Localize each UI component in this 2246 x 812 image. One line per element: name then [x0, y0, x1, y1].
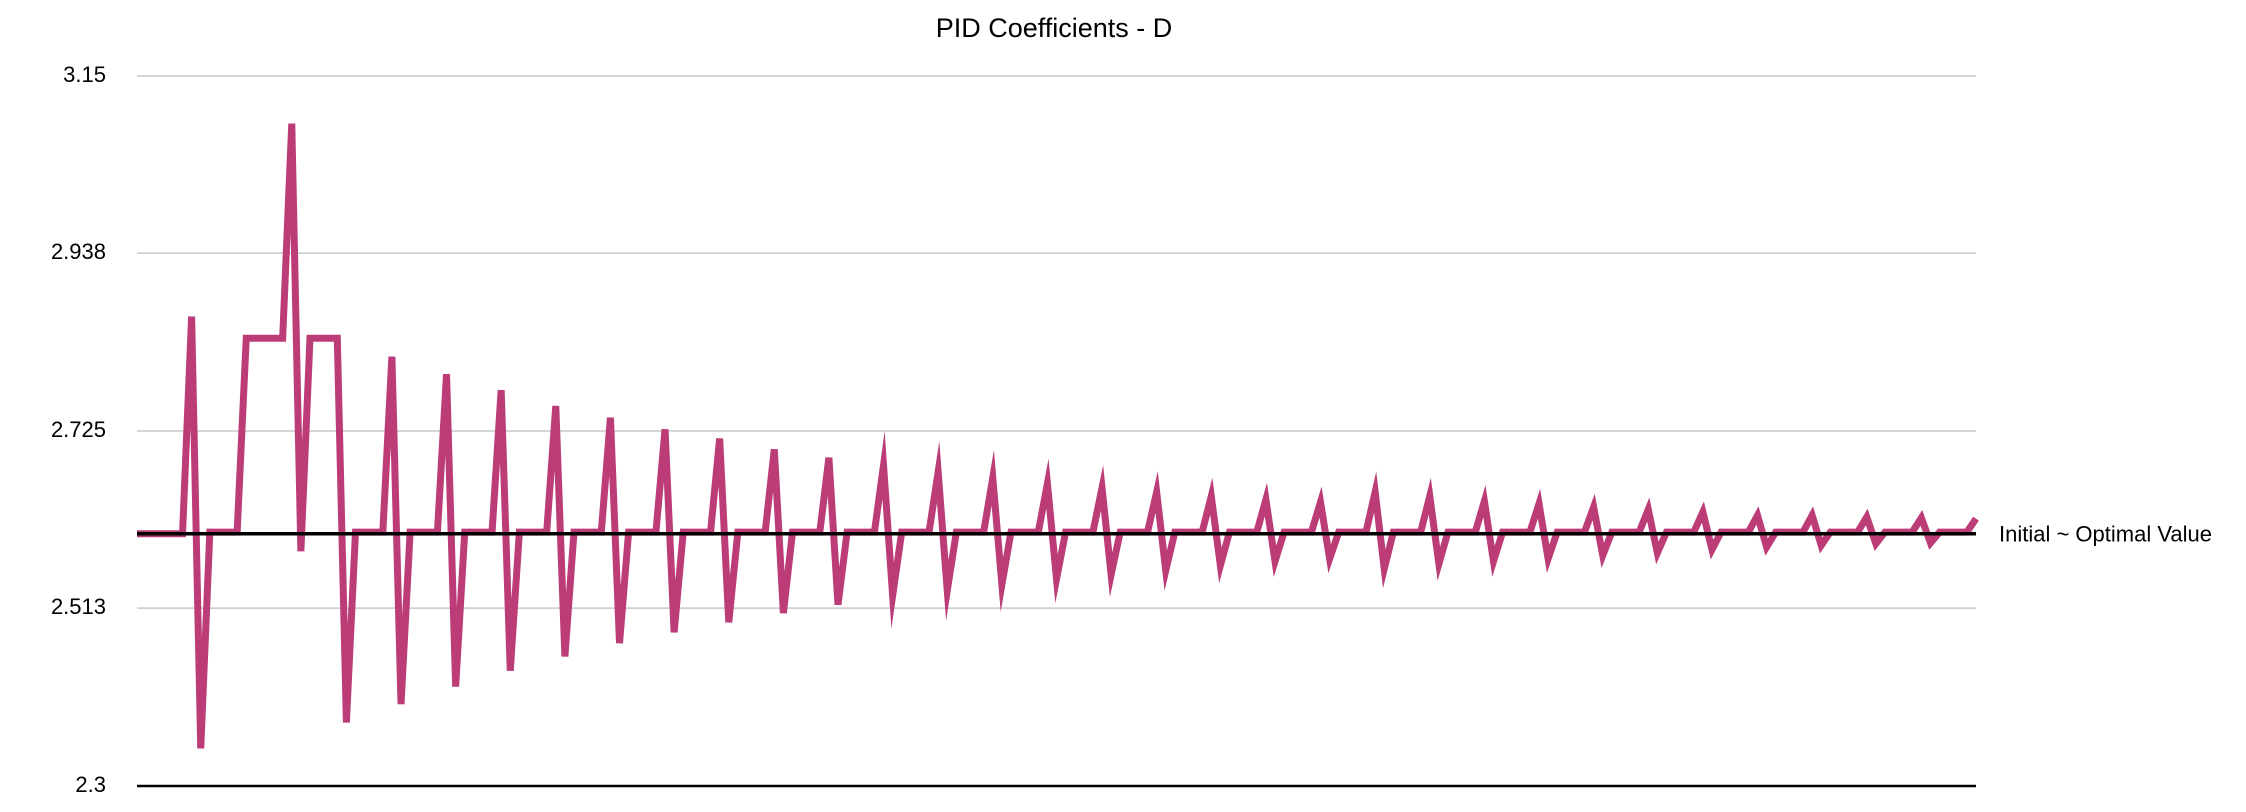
data-line — [137, 123, 1979, 749]
y-tick-label: 2.3 — [75, 772, 106, 797]
y-tick-label: 3.15 — [63, 62, 106, 87]
y-tick-label: 2.938 — [51, 239, 106, 264]
reference-label: Initial ~ Optimal Value — [1999, 522, 2212, 547]
y-tick-label: 2.513 — [51, 594, 106, 619]
y-tick-label: 2.725 — [51, 417, 106, 442]
chart-title: PID Coefficients - D — [936, 13, 1173, 43]
